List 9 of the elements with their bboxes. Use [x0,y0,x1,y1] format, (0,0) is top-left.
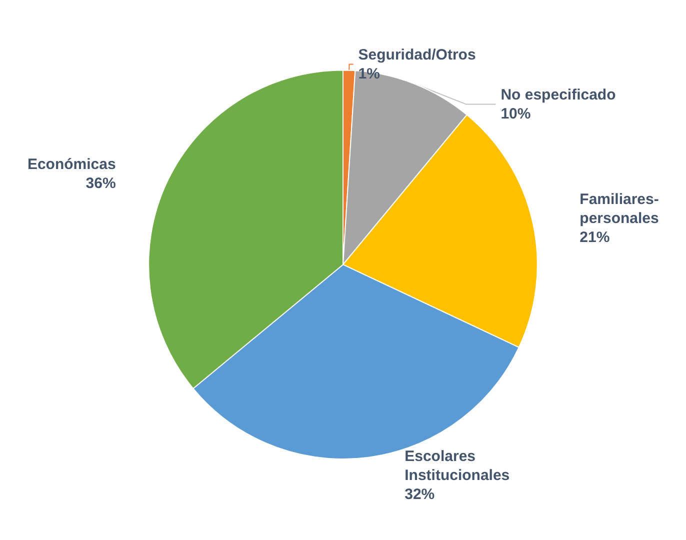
data-label: 21% [580,228,610,246]
data-label: 32% [404,486,435,503]
slice-label: No especificado [500,86,616,104]
slice-label: Escolares Institucionales [404,448,510,484]
slice-label: Familiares-personales [580,190,659,227]
data-label: 10% [500,105,531,122]
slice-label: Seguridad/Otros [358,46,476,64]
slice-label: Económicas [27,156,116,174]
data-label: 36% [86,175,116,192]
